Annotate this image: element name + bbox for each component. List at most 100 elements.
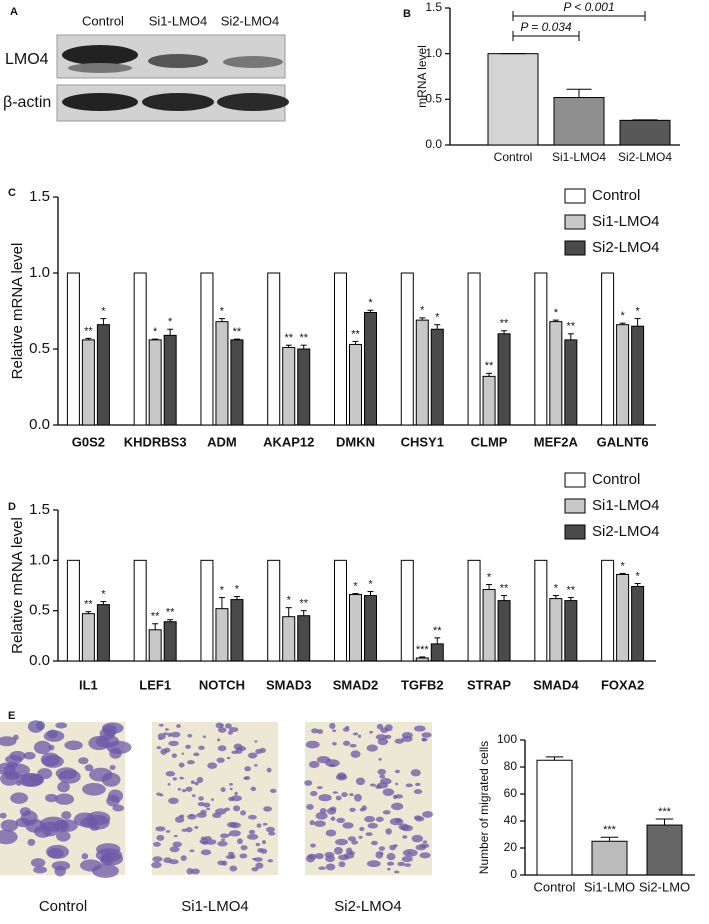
cell [232,805,241,812]
panel-label: D [8,501,16,513]
cell [248,829,256,835]
cell [233,743,243,750]
cell [220,838,226,841]
cell [86,811,111,826]
significance-label: ** [500,318,509,330]
cell [198,745,205,750]
y-tick-label: 0.5 [425,92,442,106]
cell [394,794,404,799]
cell [55,722,68,729]
panel-label: A [10,6,18,18]
annotation: P = 0.034 [520,20,572,34]
cell [23,751,36,760]
cell [167,732,172,737]
cell [387,867,391,871]
bar [415,657,429,662]
cell [10,792,29,804]
cell [329,806,337,812]
cell [386,861,395,866]
cell [51,861,71,871]
cell [48,744,55,751]
bar [334,559,347,662]
legend-label: Si2-LMO4 [592,523,660,540]
band [148,54,208,68]
cell [318,794,332,802]
x-tick-label: DMKN [336,434,375,449]
cell [220,787,226,793]
cell [185,744,192,749]
bar [81,339,95,426]
bar [467,559,481,662]
cell [366,744,378,752]
cell [267,859,274,863]
cell [190,780,195,785]
significance-label: * [101,589,106,601]
y-axis-label: Relative mRNA level [9,243,26,380]
cell [96,843,121,856]
cell [181,828,188,832]
cell [168,797,179,805]
cell [415,782,421,787]
cell [244,766,251,772]
cell [402,849,418,857]
cell [255,862,264,869]
cell [422,840,428,844]
bar [482,375,496,426]
bar [497,333,511,426]
cell [155,826,166,832]
cell [325,863,336,871]
cell [371,840,378,846]
cell [240,810,246,816]
significance-label: * [635,570,640,582]
cell [375,784,382,789]
significance-label: * [635,306,640,318]
cell [0,819,19,832]
cell [216,757,225,763]
cell [246,833,259,840]
bar [96,324,110,426]
cell [369,783,376,787]
bar [430,328,444,426]
cell [250,786,257,792]
cell [194,825,199,829]
bar [66,272,80,426]
cell [309,820,315,826]
error-bar [619,572,626,575]
error-bar [85,337,92,340]
significance-label: * [487,571,492,583]
cell [401,856,413,863]
cell [217,738,221,742]
cell [217,840,228,847]
cell [5,754,23,765]
cell [366,860,381,868]
bar [334,272,347,426]
row-label: β-actin [3,94,51,111]
significance-label: ** [500,582,509,594]
cell [158,737,163,740]
cell [58,769,81,784]
x-tick-label: SMAD4 [533,677,579,692]
cell [255,748,262,755]
significance-label: *** [416,644,430,656]
cell [308,760,320,769]
significance-label: ** [351,328,360,340]
cell [206,807,211,811]
cell [186,814,197,820]
cell [192,794,196,798]
cell [61,811,72,820]
cell [254,763,258,767]
cell [410,769,421,777]
y-tick-label: 0.5 [29,602,50,619]
significance-label: ** [299,332,308,344]
cell [226,756,231,760]
cell [78,757,89,765]
cell [393,844,398,848]
cell [304,780,313,786]
cell [164,747,171,753]
cell [393,870,400,874]
bar [230,599,244,662]
cell [391,802,404,811]
y-axis-label: mRNA level [415,45,429,108]
bar [215,608,229,662]
